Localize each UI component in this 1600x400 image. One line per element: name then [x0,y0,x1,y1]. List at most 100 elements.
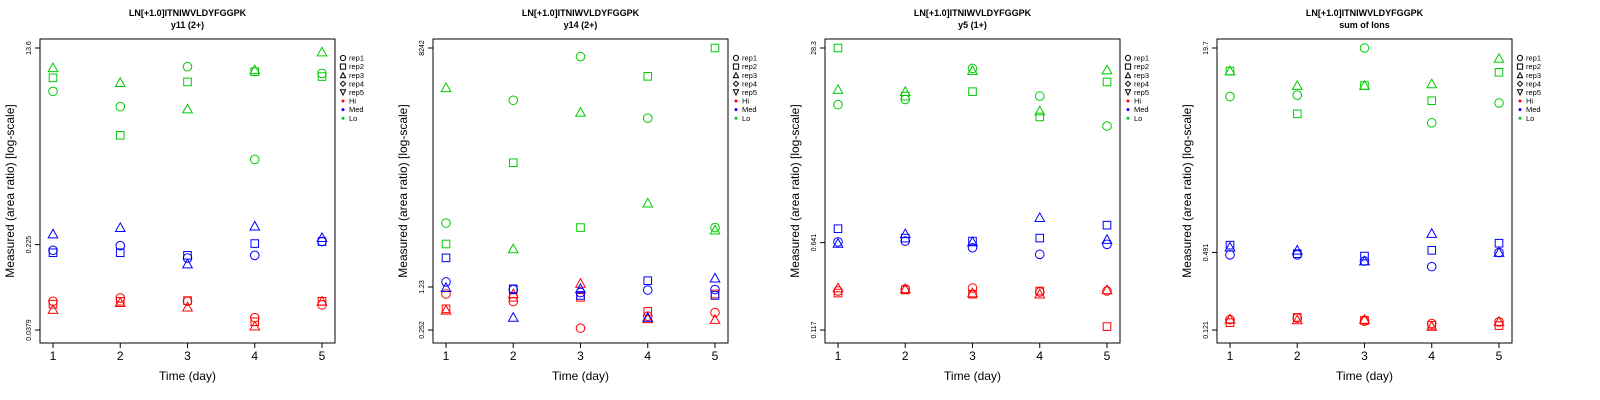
legend-item: rep1 [339,54,364,63]
data-point-hi-rep3 [574,277,587,288]
legend-triangle-down-icon [339,89,347,97]
y-axis-label: Measured (area ratio) [log-scale] [788,104,802,277]
legend-item: Hi [1518,97,1533,106]
data-point-lo-rep2 [710,43,720,53]
legend-label: rep5 [742,88,757,97]
data-point-lo-rep3 [574,106,587,117]
y-tick-label: 0.121 [1203,321,1210,339]
data-point-med-rep3 [899,228,911,239]
legend-diamond-icon [1124,80,1132,88]
x-tick-label: 3 [184,349,191,363]
legend-triangle-up-icon [1124,71,1132,79]
x-tick-label: 4 [1428,349,1435,363]
legend-item: Lo [341,114,357,123]
data-point-med-rep3 [1358,255,1371,266]
data-point-med-rep1 [1426,261,1437,272]
legend-label: Lo [742,114,750,123]
data-point-lo-rep1 [575,51,586,62]
legend-label: Lo [1134,114,1142,123]
x-axis-label: Time (day) [552,369,609,383]
data-point-med-rep1 [48,245,58,256]
data-point-hi-rep3 [1101,284,1113,295]
data-point-lo-rep1 [1102,121,1112,131]
legend-dot-icon [341,116,345,120]
data-point-hi-rep3 [966,287,979,298]
legend-item: rep1 [1124,54,1149,63]
chart-panel-2: LN[+1.0]ITNIWVLDYFGGPK y14 (2+) 1 2 3 4 5 Time … [396,8,757,383]
legend-circle-icon [339,54,347,62]
data-point-hi-rep3 [832,282,844,293]
legend-square-icon [339,63,347,70]
data-point-lo-rep3 [1493,52,1505,63]
legend-label: rep5 [349,88,364,97]
legend-circle-icon [1124,54,1132,62]
data-point-med-rep1 [1102,239,1112,250]
data-point-med-rep3 [966,236,979,247]
data-point-lo-rep3 [1358,79,1371,90]
legend-label: rep3 [1134,71,1149,80]
data-point-med-rep1 [1034,249,1045,260]
legend-triangle-up-icon [732,71,740,79]
legend-item: rep2 [339,62,364,71]
data-point-med-rep3 [249,220,261,231]
legend-item: rep3 [1124,71,1149,80]
data-point-lo-rep2 [1427,96,1437,106]
data-point-hi-rep3 [316,295,328,306]
data-point-med-rep3 [709,272,721,283]
data-point-lo-rep1 [1426,118,1437,128]
data-point-med-rep3 [114,221,126,233]
data-point-lo-rep2 [833,43,843,53]
legend-item: rep3 [732,71,757,80]
x-tick-label: 1 [835,349,842,363]
data-point-lo-rep2 [1292,109,1302,119]
data-point-med-rep2 [508,284,518,294]
y-tick-label: 1.23 [419,280,426,294]
data-point-hi-rep1 [967,283,978,293]
data-point-hi-rep3 [1358,313,1371,324]
x-tick-label: 3 [1361,349,1368,363]
data-point-lo-rep1 [1034,91,1045,101]
data-point-lo-rep1 [1292,90,1303,101]
data-point-hi-rep2 [1360,316,1369,325]
x-tick-label: 2 [902,349,909,363]
data-point-lo-rep1 [115,101,126,112]
x-axis-label: Time (day) [1336,369,1393,383]
data-point-med-rep3 [574,282,587,294]
data-point-lo-rep3 [1291,79,1303,90]
legend-label: rep4 [742,79,757,88]
legend-label: Med [1526,105,1541,114]
data-point-med-rep2 [643,276,653,286]
data-point-lo-rep2 [1102,77,1112,87]
legend-label: Hi [1134,97,1141,106]
data-point-lo-rep3 [1224,65,1236,76]
data-point-lo-rep3 [47,61,59,73]
legend-label: rep1 [1134,54,1149,63]
data-point-lo-rep2 [48,73,58,83]
legend-label: Lo [349,114,357,123]
data-point-hi-rep1 [1102,286,1112,296]
data-point-lo-rep1 [1359,43,1370,53]
x-tick-label: 1 [443,349,450,363]
chart-title: LN[+1.0]ITNIWVLDYFGGPK [129,8,247,18]
legend-item: rep3 [1516,71,1541,80]
legend-triangle-down-icon [732,89,740,97]
legend-item: rep4 [339,79,364,88]
legend-item: rep4 [732,79,757,88]
data-point-lo-rep3 [1426,78,1438,89]
legend-item: Lo [1126,114,1142,123]
chart-subtitle: y14 (2+) [564,20,598,30]
data-point-hi-rep3 [440,304,452,315]
y-axis-label: Measured (area ratio) [log-scale] [1180,104,1194,277]
data-point-lo-rep2 [317,72,327,81]
data-point-med-rep1 [441,277,451,287]
legend-circle-icon [732,54,740,62]
legend-circle-icon [1516,54,1524,62]
data-point-hi-rep3 [1291,314,1303,325]
data-point-lo-rep1 [710,222,720,233]
legend-item: Lo [1518,114,1534,123]
legend-item: Hi [1126,97,1141,106]
chart-panel-3: LN[+1.0]ITNIWVLDYFGGPK y5 (1+) 1 2 3 4 5 Time (… [788,8,1149,383]
data-point-hi-rep1 [710,307,720,318]
data-point-lo-rep1 [508,95,519,106]
